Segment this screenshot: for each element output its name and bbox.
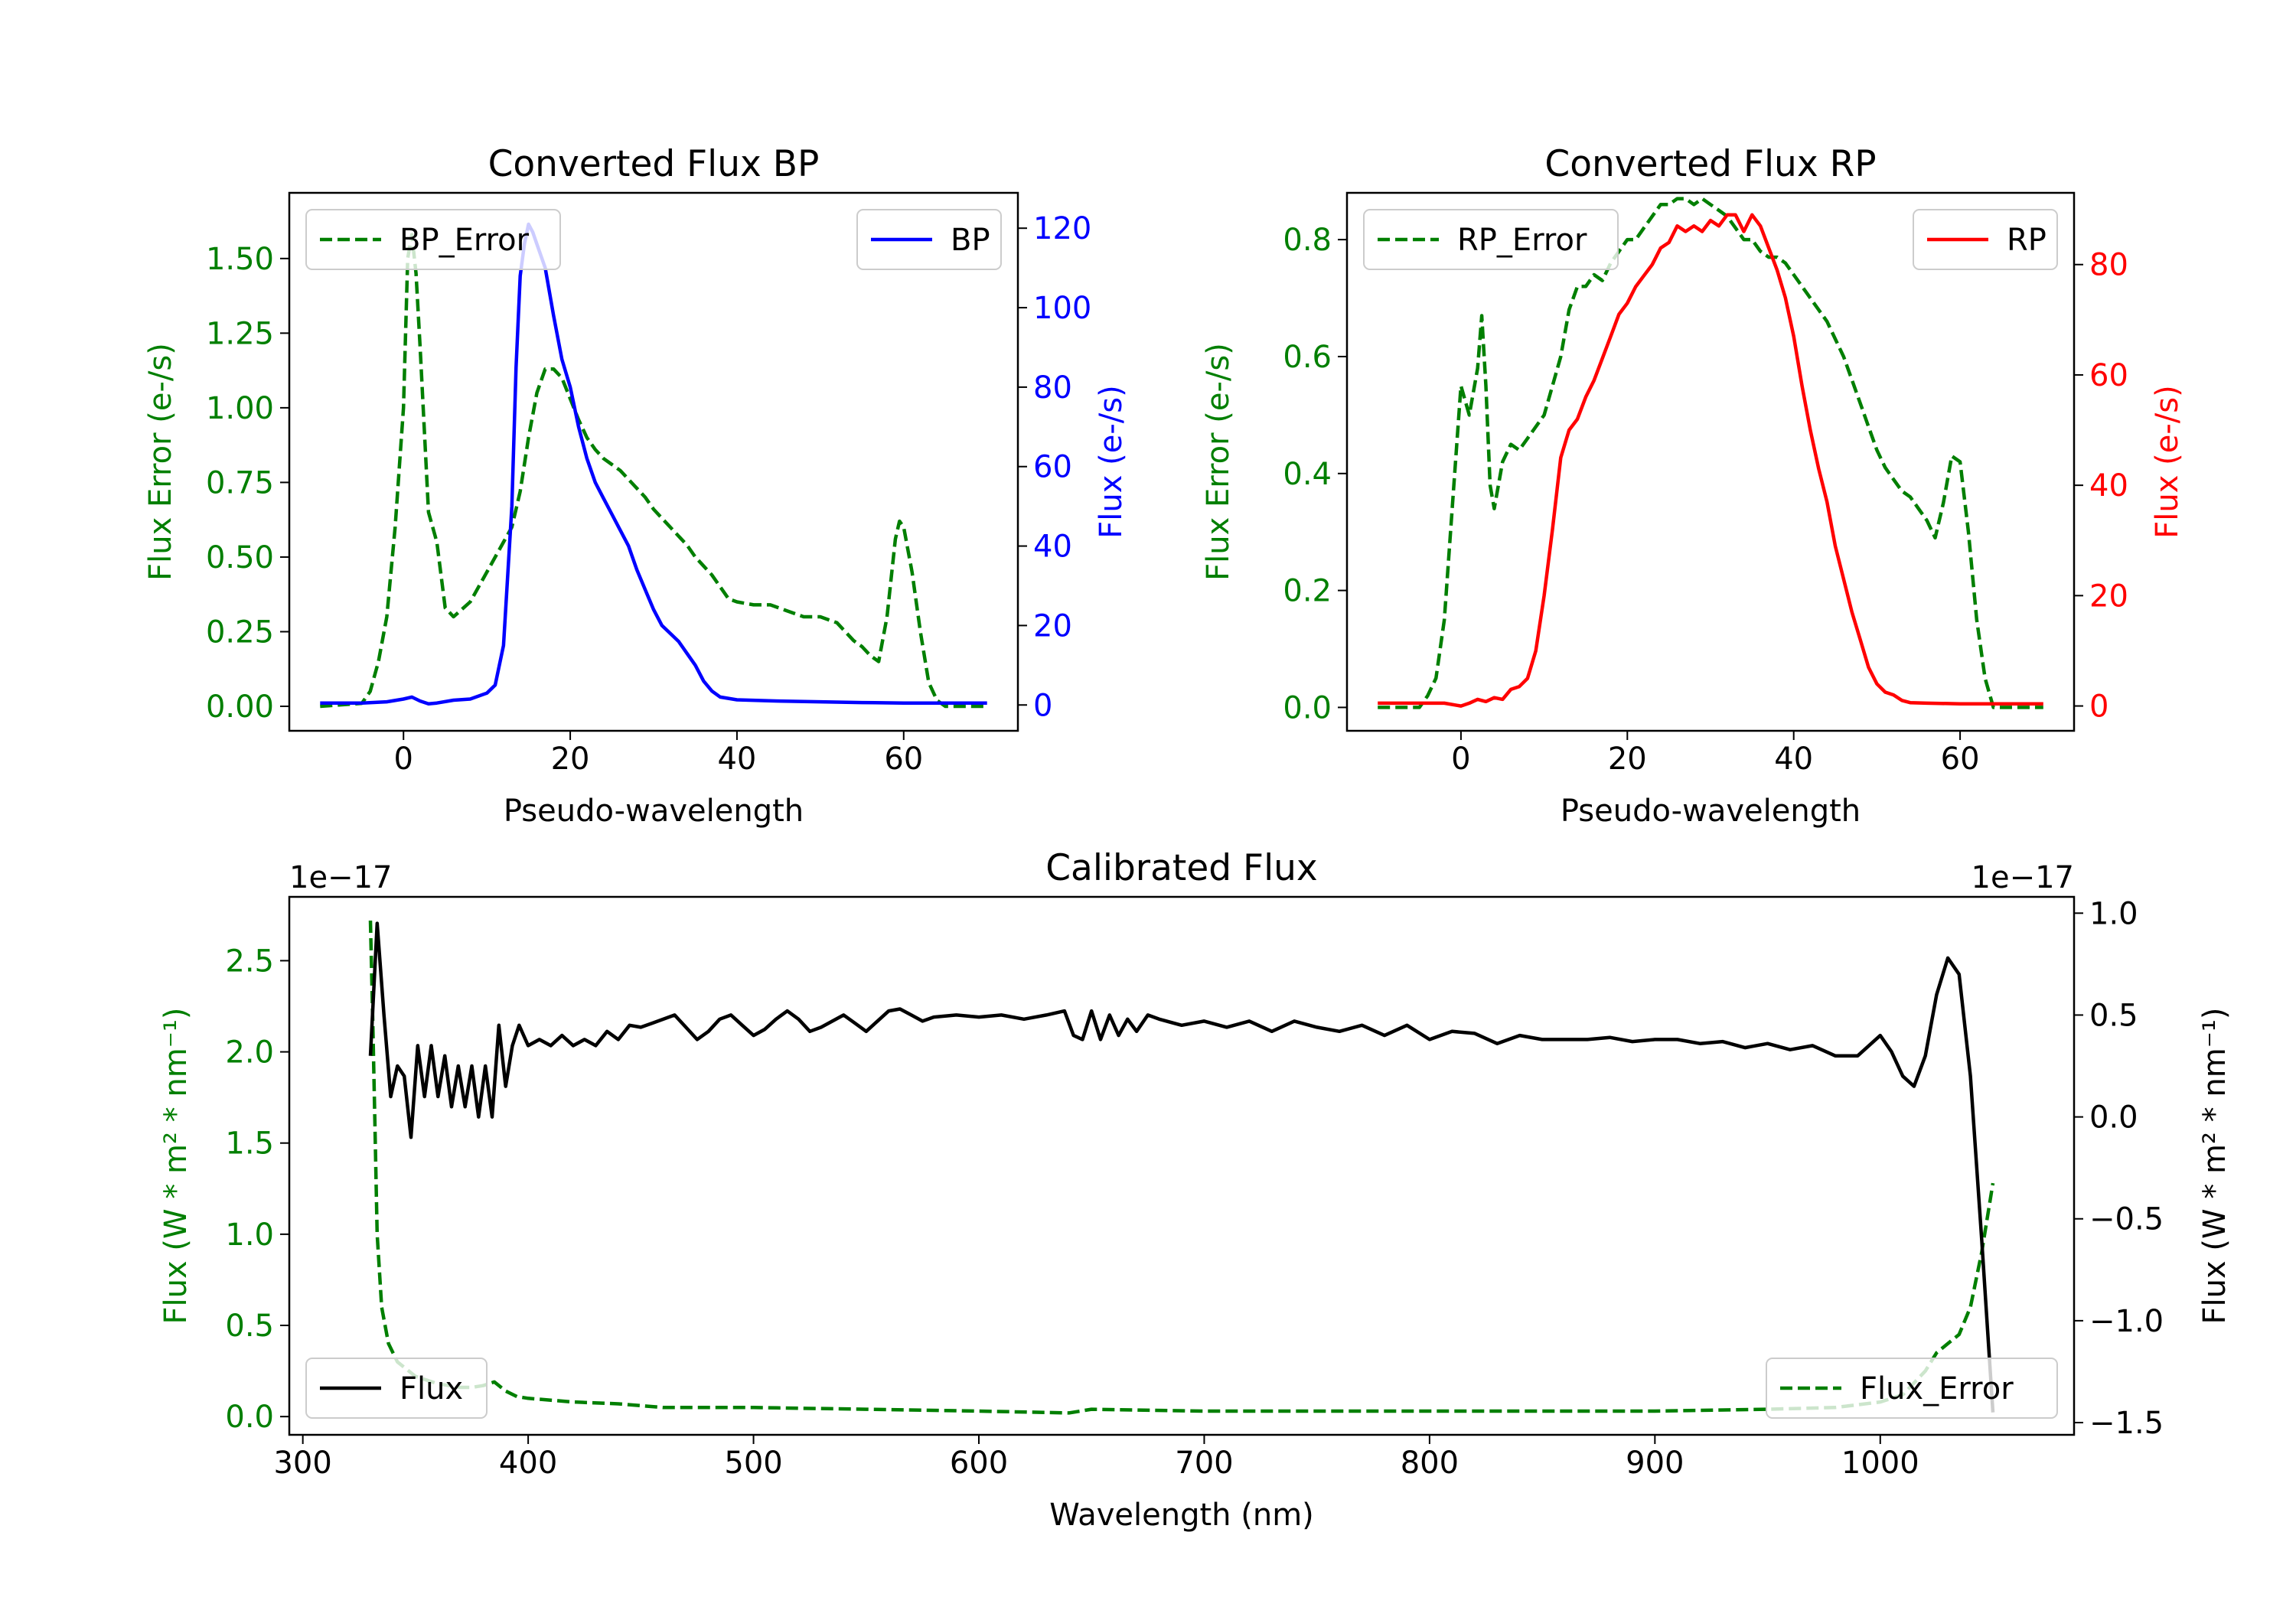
cal-ytick-right-label: −0.5: [2089, 1202, 2164, 1237]
rp-ytick-left-label: 0.8: [1283, 223, 1332, 258]
cal-ytick-right-label: 0.5: [2089, 998, 2138, 1033]
legend-box: [1363, 209, 1619, 270]
cal-ytick-left-label: 1.0: [225, 1217, 274, 1253]
cal-series-flux-line: [368, 921, 1995, 1413]
cal-offset-left: 1e−17: [289, 860, 392, 895]
rp-ytick-right-label: 80: [2089, 248, 2128, 283]
rp-ytick-right-label: 40: [2089, 468, 2128, 504]
bp-ylabel-right: Flux (e-/s): [1094, 385, 1129, 538]
cal-xlabel: Wavelength (nm): [1049, 1498, 1314, 1533]
legend-label: BP_Error: [400, 223, 530, 258]
bp-ytick-left-label: 1.50: [206, 242, 274, 277]
rp-title: Converted Flux RP: [1544, 143, 1876, 185]
bp-ytick-right-label: 100: [1033, 291, 1091, 326]
cal-offset-right: 1e−17: [1971, 860, 2074, 895]
bp-ytick-left-label: 0.50: [206, 540, 274, 575]
rp-ylabel-right: Flux (e-/s): [2150, 385, 2185, 538]
cal-ytick-right-label: 0.0: [2089, 1100, 2138, 1136]
cal-xtick-label: 300: [273, 1446, 331, 1481]
rp-ytick-left-label: 0.6: [1283, 340, 1332, 375]
rp-ytick-left-label: 0.2: [1283, 574, 1332, 609]
legend-box: [305, 1358, 488, 1419]
rp-panel: 0 20 40 60 0.0 0.2 0.4 0.6 0.8 0 20 40 60 80 Converted…: [1201, 143, 2185, 829]
bp-legend-bp: BP: [856, 209, 1002, 270]
bp-ytick-right-label: 40: [1033, 530, 1072, 565]
rp-xtick-label: 60: [1941, 742, 1980, 777]
rp-series-rp-error-line: [1378, 197, 2043, 709]
bp-legend-bp-error: BP_Error: [305, 209, 561, 270]
legend-box: [1766, 1358, 2058, 1419]
bp-ytick-right-label: 80: [1033, 370, 1072, 406]
bp-ytick-right-label: 20: [1033, 608, 1072, 644]
cal-xtick-label: 800: [1401, 1446, 1459, 1481]
legend-label: BP: [951, 223, 990, 258]
rp-xtick-label: 20: [1608, 742, 1647, 777]
rp-legend-rp-error: RP_Error: [1363, 209, 1619, 270]
bp-xlabel: Pseudo-wavelength: [504, 794, 804, 829]
bp-xtick-label: 60: [884, 742, 923, 777]
cal-ytick-right-label: −1.5: [2089, 1406, 2164, 1441]
rp-ytick-left-label: 0.4: [1283, 457, 1332, 492]
cal-ylabel-left: Flux (W * m² * nm⁻¹): [158, 1008, 194, 1325]
bp-axes-frame: [288, 191, 1019, 732]
rp-xlabel: Pseudo-wavelength: [1561, 794, 1861, 829]
cal-ytick-right-label: 1.0: [2089, 896, 2138, 931]
rp-ytick-right-label: 0: [2089, 689, 2108, 725]
bp-ylabel-left: Flux Error (e-/s): [143, 343, 178, 581]
cal-xtick-label: 400: [499, 1446, 557, 1481]
cal-xtick-label: 600: [950, 1446, 1008, 1481]
bp-panel: 0 20 40 60 0.00 0.25 0.50 0.75 1.00 1.25 1.50 0 20 40…: [143, 143, 1129, 829]
bp-series-bp-line: [320, 222, 987, 706]
bp-ytick-right-label: 0: [1033, 688, 1052, 723]
legend-label: Flux: [400, 1371, 463, 1407]
legend-label: RP_Error: [1457, 223, 1587, 258]
rp-xtick-label: 40: [1774, 742, 1813, 777]
bp-ytick-left-label: 0.00: [206, 689, 274, 725]
legend-label: Flux_Error: [1860, 1371, 2014, 1407]
cal-xtick-label: 1000: [1841, 1446, 1919, 1481]
bp-xtick-label: 20: [551, 742, 590, 777]
bp-series-bp-error-line: [320, 233, 987, 709]
cal-xtick-label: 500: [724, 1446, 782, 1481]
rp-legend-rp: RP: [1913, 209, 2058, 270]
cal-ylabel-right: Flux (W * m² * nm⁻¹): [2197, 1008, 2232, 1325]
rp-ytick-left-label: 0.0: [1283, 690, 1332, 725]
bp-title: Converted Flux BP: [488, 143, 820, 185]
bp-ytick-left-label: 1.25: [206, 316, 274, 351]
cal-xtick-label: 900: [1626, 1446, 1684, 1481]
rp-series-rp-line: [1378, 213, 2043, 708]
bp-ytick-left-label: 0.75: [206, 465, 274, 500]
cal-ytick-left-label: 2.0: [225, 1035, 274, 1071]
bp-ytick-left-label: 1.00: [206, 391, 274, 426]
cal-ytick-left-label: 0.5: [225, 1309, 274, 1344]
rp-ytick-right-label: 20: [2089, 579, 2128, 614]
bp-ytick-left-label: 0.25: [206, 614, 274, 650]
rp-axes-frame: [1345, 191, 2076, 732]
legend-box: [305, 209, 561, 270]
cal-ytick-right-label: −1.0: [2089, 1304, 2164, 1339]
rp-xtick-label: 0: [1451, 742, 1470, 777]
bp-ytick-right-label: 60: [1033, 450, 1072, 485]
bp-xtick-label: 40: [717, 742, 756, 777]
bp-ytick-right-label: 120: [1033, 211, 1091, 246]
cal-ytick-left-label: 2.5: [225, 944, 274, 979]
legend-label: RP: [2007, 223, 2047, 258]
bp-xtick-label: 0: [394, 742, 413, 777]
cal-legend-flux: Flux: [305, 1358, 488, 1419]
cal-ytick-left-label: 0.0: [225, 1400, 274, 1435]
cal-legend-flux-error: Flux_Error: [1766, 1358, 2058, 1419]
cal-axes-frame: [288, 895, 2076, 1436]
cal-title: Calibrated Flux: [1045, 847, 1318, 889]
cal-panel: 300 400 500 600 700 800 900 1000 0.0 0.5 1.0 1.5 2.0…: [158, 847, 2232, 1533]
rp-ytick-right-label: 60: [2089, 358, 2128, 393]
cal-xtick-label: 700: [1175, 1446, 1233, 1481]
rp-ylabel-left: Flux Error (e-/s): [1201, 343, 1236, 581]
cal-ytick-left-label: 1.5: [225, 1126, 274, 1162]
